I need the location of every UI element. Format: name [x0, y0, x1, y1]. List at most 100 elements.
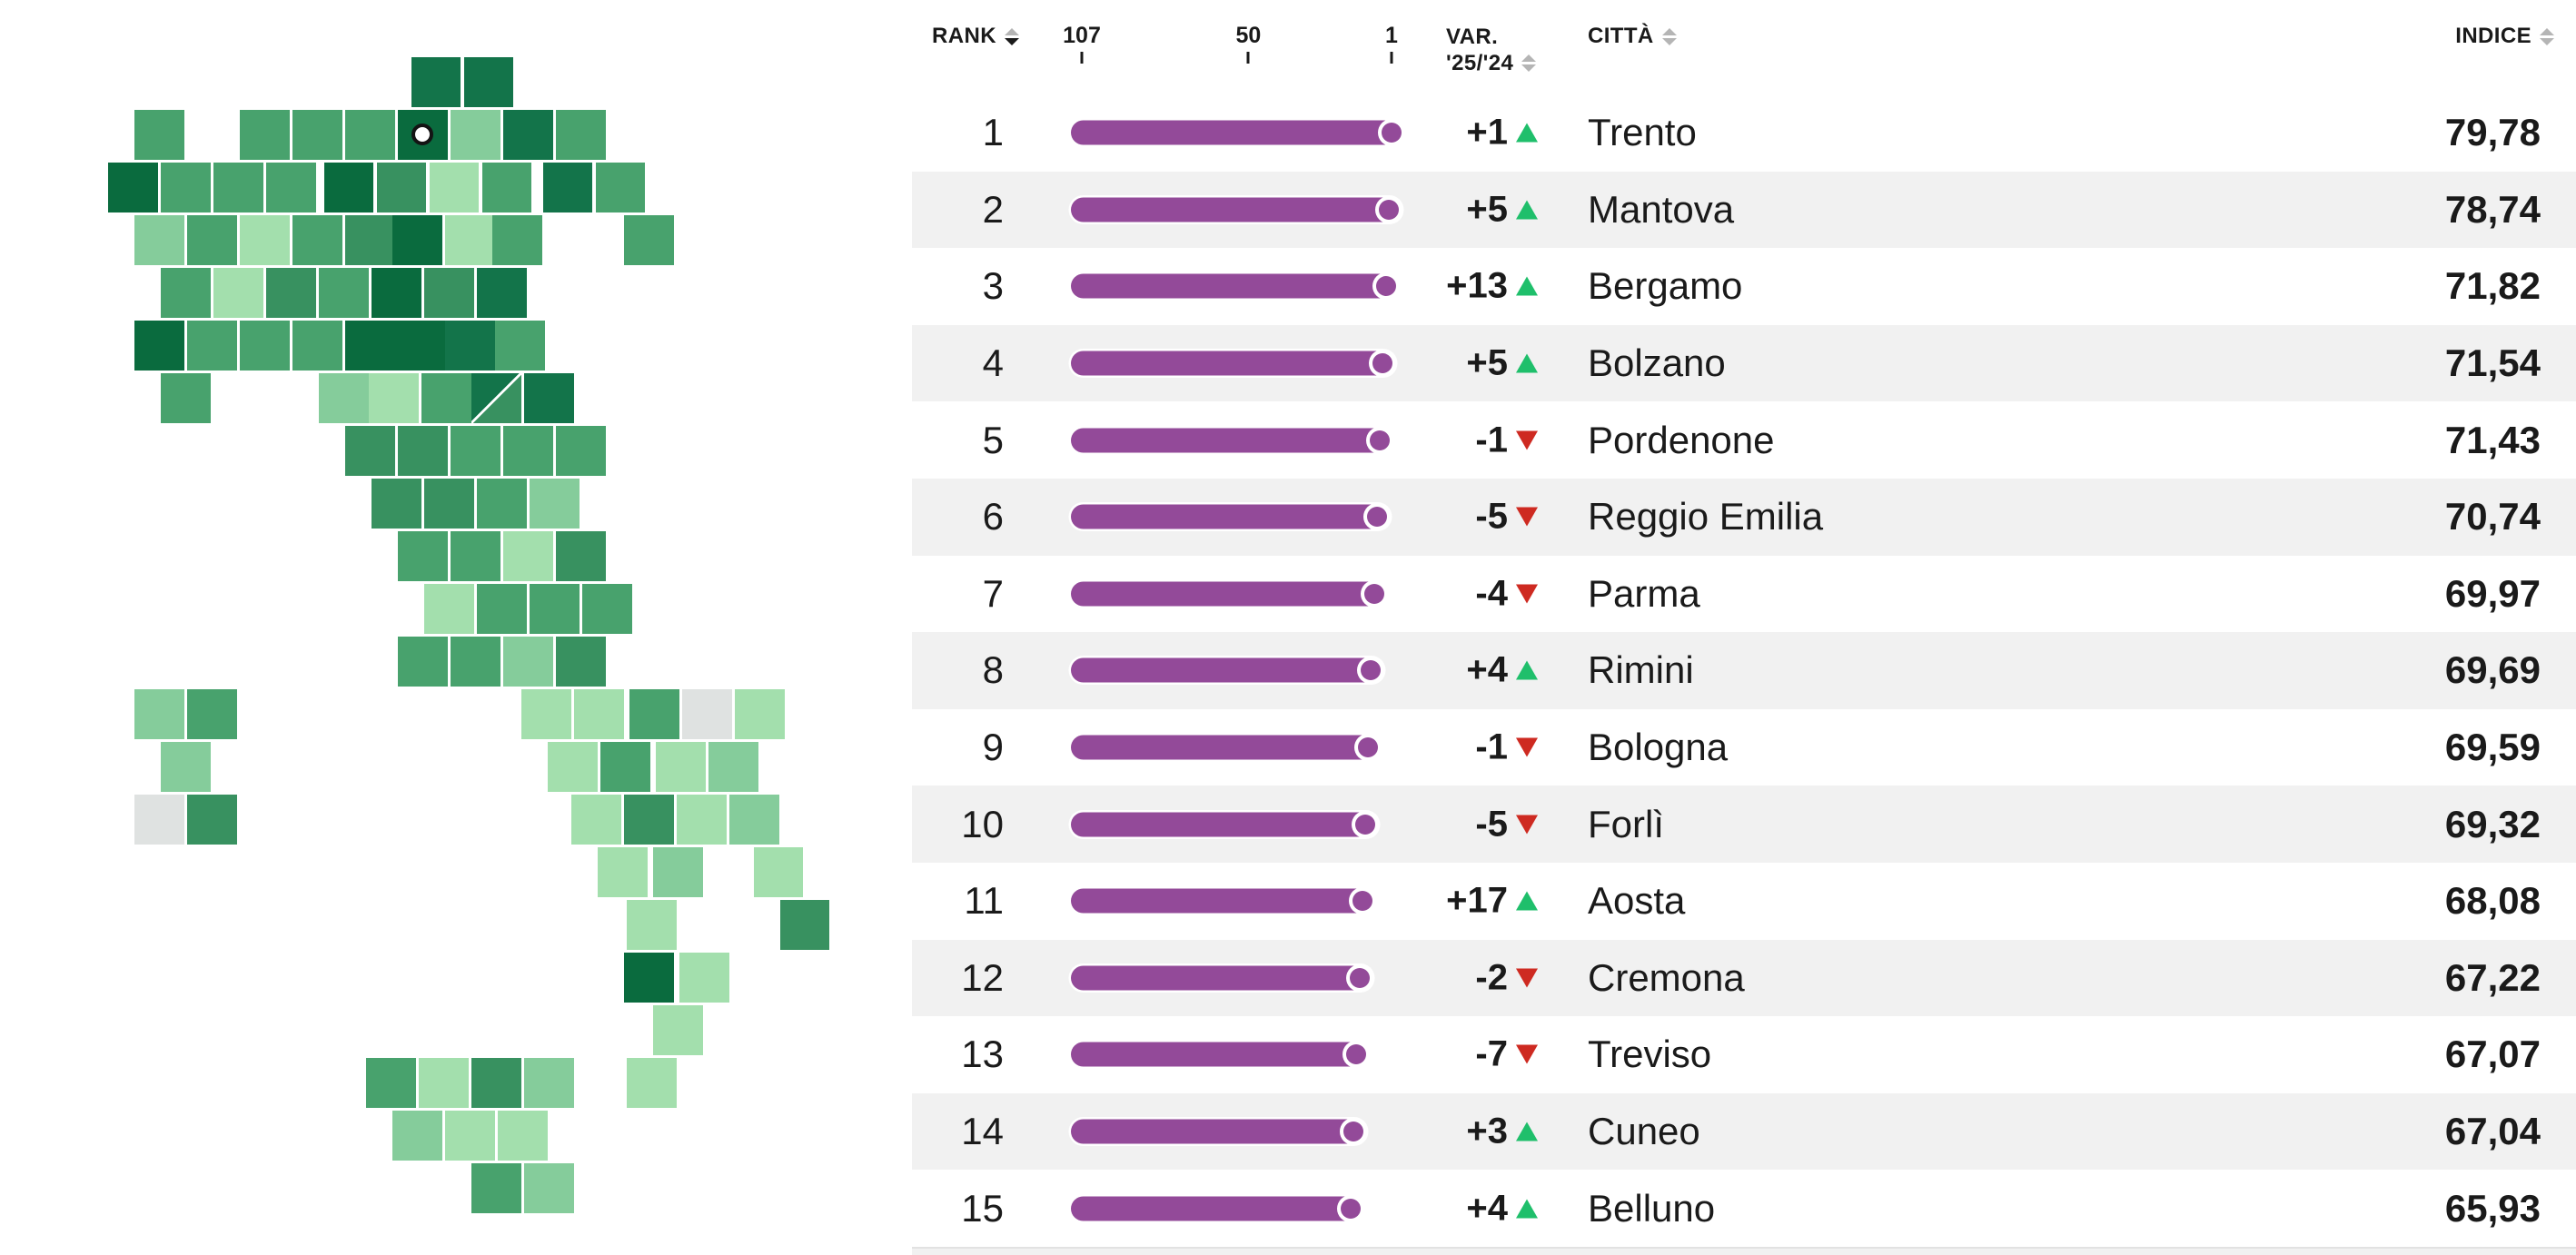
map-tile[interactable]: [266, 163, 316, 212]
map-tile[interactable]: [134, 110, 184, 160]
map-tile[interactable]: [213, 268, 263, 318]
table-row[interactable]: 6 -5 Reggio Emilia 70,74: [912, 479, 2576, 556]
table-row[interactable]: 14 +3 Cuneo 67,04: [912, 1092, 2576, 1171]
column-header-var[interactable]: VAR. '25/'24: [1446, 24, 1537, 76]
map-tile[interactable]: [530, 584, 580, 634]
map-tile[interactable]: [477, 584, 527, 634]
map-tile[interactable]: [471, 1163, 521, 1213]
map-tile[interactable]: [323, 163, 374, 212]
map-tile[interactable]: [582, 584, 632, 634]
map-tile[interactable]: [445, 215, 495, 265]
map-tile[interactable]: [503, 110, 553, 160]
table-row[interactable]: 11 +17 Aosta 68,08: [912, 863, 2576, 940]
map-tile[interactable]: [451, 110, 500, 160]
map-tile[interactable]: [624, 215, 674, 265]
map-tile[interactable]: [708, 742, 758, 792]
map-tile[interactable]: [161, 163, 211, 212]
map-tile[interactable]: [240, 321, 290, 371]
map-tile[interactable]: [292, 215, 342, 265]
table-row[interactable]: 10 -5 Forlì 69,32: [912, 786, 2576, 863]
map-tile[interactable]: [574, 689, 624, 739]
table-row[interactable]: 1 +1 Trento 79,78: [912, 94, 2576, 172]
map-tile[interactable]: [419, 1058, 469, 1108]
map-tile[interactable]: [445, 1111, 495, 1161]
map-tile[interactable]: [376, 163, 427, 212]
map-tile[interactable]: [595, 163, 645, 212]
map-tile[interactable]: [503, 531, 553, 581]
map-tile[interactable]: [372, 479, 421, 529]
column-header-index[interactable]: INDICE: [2455, 24, 2554, 49]
map-tile[interactable]: [134, 215, 184, 265]
map-tile[interactable]: [735, 689, 785, 739]
map-tile[interactable]: [451, 426, 500, 476]
map-tile[interactable]: [213, 163, 263, 212]
column-header-city[interactable]: CITTÀ: [1588, 24, 1677, 49]
map-tile[interactable]: [187, 689, 237, 739]
map-tile[interactable]: [524, 1058, 574, 1108]
map-tile[interactable]: [524, 373, 574, 423]
map-tile[interactable]: [395, 321, 445, 371]
map-tile[interactable]: [398, 426, 448, 476]
table-row[interactable]: 5 -1 Pordenone 71,43: [912, 401, 2576, 479]
map-tile[interactable]: [187, 215, 237, 265]
map-tile[interactable]: [292, 321, 342, 371]
map-tile[interactable]: [677, 795, 727, 845]
map-tile[interactable]: [481, 163, 532, 212]
map-tile[interactable]: [682, 689, 732, 739]
map-tile[interactable]: [556, 531, 606, 581]
map-tile[interactable]: [421, 373, 471, 423]
map-tile[interactable]: [398, 531, 448, 581]
map-tile[interactable]: [627, 1058, 677, 1108]
map-tile[interactable]: [161, 373, 211, 423]
map-tile[interactable]: [424, 268, 474, 318]
table-row[interactable]: 15 +4 Belluno 65,93: [912, 1170, 2576, 1247]
table-row[interactable]: 8 +4 Rimini 69,69: [912, 632, 2576, 709]
map-tile[interactable]: [366, 1058, 416, 1108]
map-tile[interactable]: [624, 795, 674, 845]
map-tile[interactable]: [451, 637, 500, 687]
map-tile[interactable]: [345, 110, 395, 160]
map-tile[interactable]: [161, 268, 211, 318]
map-tile[interactable]: [345, 426, 395, 476]
map-tile[interactable]: [556, 426, 606, 476]
table-row[interactable]: 12 -2 Cremona 67,22: [912, 939, 2576, 1017]
map-tile[interactable]: [556, 110, 606, 160]
table-row[interactable]: 3 +13 Bergamo 71,82: [912, 248, 2576, 325]
table-row[interactable]: 4 +5 Bolzano 71,54: [912, 324, 2576, 402]
map-tile[interactable]: [656, 742, 706, 792]
map-tile[interactable]: [392, 215, 442, 265]
map-tile[interactable]: [556, 637, 606, 687]
map-tile[interactable]: [134, 689, 184, 739]
map-tile[interactable]: [108, 163, 158, 212]
map-tile[interactable]: [477, 479, 527, 529]
map-tile[interactable]: [429, 163, 480, 212]
map-tile[interactable]: [345, 321, 395, 371]
map-tile[interactable]: [498, 1111, 548, 1161]
map-tile[interactable]: [187, 795, 237, 845]
map-tile[interactable]: [319, 373, 369, 423]
map-tile[interactable]: [503, 426, 553, 476]
map-tile[interactable]: [779, 900, 829, 950]
map-tile-split[interactable]: [471, 373, 521, 423]
map-tile[interactable]: [134, 795, 184, 845]
table-row[interactable]: 13 -7 Treviso 67,07: [912, 1016, 2576, 1093]
map-tile[interactable]: [495, 321, 545, 371]
map-tile[interactable]: [451, 531, 500, 581]
map-tile[interactable]: [369, 373, 419, 423]
map-tile[interactable]: [266, 268, 316, 318]
map-tile[interactable]: [571, 795, 621, 845]
map-tile[interactable]: [477, 268, 527, 318]
map-tile[interactable]: [629, 689, 679, 739]
map-tile[interactable]: [161, 742, 211, 792]
map-tile[interactable]: [398, 110, 448, 160]
map-tile[interactable]: [319, 268, 369, 318]
map-tile[interactable]: [240, 215, 290, 265]
map-tile[interactable]: [542, 163, 592, 212]
map-tile[interactable]: [530, 479, 580, 529]
map-tile[interactable]: [392, 1111, 442, 1161]
map-tile[interactable]: [653, 847, 703, 897]
table-row[interactable]: 9 -1 Bologna 69,59: [912, 709, 2576, 786]
table-row[interactable]: 2 +5 Mantova 78,74: [912, 171, 2576, 249]
table-row[interactable]: 7 -4 Parma 69,97: [912, 556, 2576, 633]
map-tile[interactable]: [471, 1058, 521, 1108]
